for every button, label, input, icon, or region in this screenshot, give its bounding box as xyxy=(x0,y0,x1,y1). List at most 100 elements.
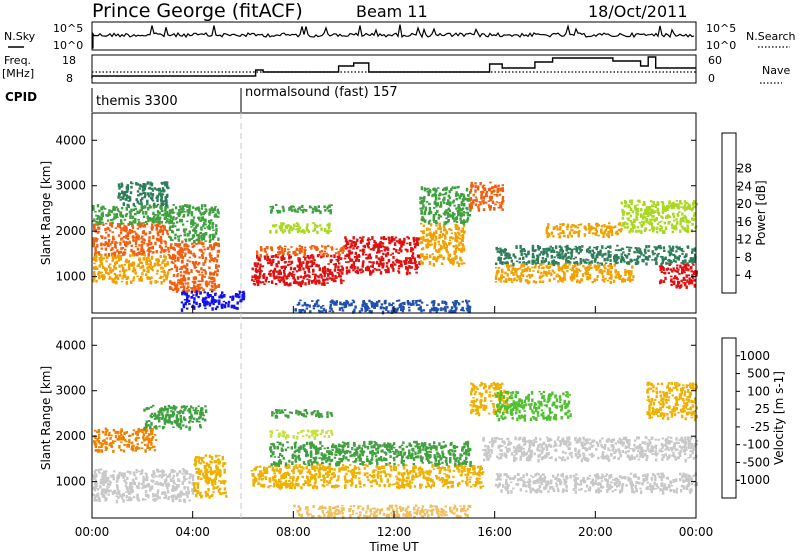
range-gate-cell xyxy=(155,237,159,240)
scatter-band xyxy=(255,244,346,258)
range-gate-cell xyxy=(637,229,641,233)
range-gate-cell xyxy=(682,206,685,210)
range-gate-cell xyxy=(125,486,129,490)
range-gate-cell xyxy=(401,306,404,309)
range-gate-cell xyxy=(153,262,157,267)
range-gate-cell xyxy=(239,291,242,295)
range-gate-cell xyxy=(212,273,216,276)
range-gate-cell xyxy=(202,218,205,221)
range-gate-cell xyxy=(452,201,455,204)
range-gate-cell xyxy=(434,257,437,259)
range-gate-cell xyxy=(104,431,108,435)
range-gate-cell xyxy=(438,248,441,251)
range-gate-cell xyxy=(277,276,281,279)
range-gate-cell xyxy=(211,237,215,241)
range-gate-cell xyxy=(380,303,384,306)
range-gate-cell xyxy=(184,238,188,243)
range-gate-cell xyxy=(563,273,566,278)
range-gate-cell xyxy=(609,270,613,274)
range-gate-cell xyxy=(125,440,128,443)
range-gate-cell xyxy=(329,306,332,308)
range-gate-cell xyxy=(424,239,427,242)
range-gate-cell xyxy=(368,239,372,241)
range-gate-cell xyxy=(292,206,296,208)
range-gate-cell xyxy=(186,307,189,310)
range-gate-cell xyxy=(361,237,364,242)
range-gate-cell xyxy=(161,426,165,430)
range-gate-cell xyxy=(279,271,283,275)
range-gate-cell xyxy=(344,236,347,240)
range-gate-cell xyxy=(168,472,172,477)
range-gate-cell xyxy=(372,261,375,265)
range-gate-cell xyxy=(600,228,603,232)
range-gate-cell xyxy=(587,259,590,261)
range-gate-cell xyxy=(97,251,100,254)
range-gate-cell xyxy=(140,208,143,211)
range-gate-cell xyxy=(661,210,665,214)
range-gate-cell xyxy=(378,250,381,254)
range-gate-cell xyxy=(283,248,287,252)
range-gate-cell xyxy=(143,186,146,191)
range-gate-cell xyxy=(543,260,546,263)
range-gate-cell xyxy=(558,245,561,248)
range-gate-cell xyxy=(167,475,170,478)
range-gate-cell xyxy=(133,481,136,486)
range-gate-cell xyxy=(109,243,112,246)
range-gate-cell xyxy=(133,250,136,255)
range-gate-cell xyxy=(172,474,175,478)
range-gate-cell xyxy=(143,408,146,412)
range-gate-cell xyxy=(662,272,666,274)
range-gate-cell xyxy=(411,252,415,255)
range-gate-cell xyxy=(656,207,659,211)
range-gate-cell xyxy=(367,241,371,245)
range-gate-cell xyxy=(139,252,142,255)
range-gate-cell xyxy=(563,278,567,281)
range-gate-cell xyxy=(131,445,134,449)
range-gate-cell xyxy=(607,250,610,254)
range-gate-cell xyxy=(194,230,198,233)
range-gate-cell xyxy=(314,273,317,276)
range-gate-cell xyxy=(330,204,333,206)
range-gate-cell xyxy=(628,246,631,249)
range-gate-cell xyxy=(282,222,286,225)
range-gate-cell xyxy=(322,267,325,270)
range-gate-cell xyxy=(187,277,190,281)
range-gate-cell xyxy=(438,235,441,238)
range-gate-cell xyxy=(222,300,226,303)
range-gate-cell xyxy=(504,262,507,265)
range-gate-cell xyxy=(531,246,535,249)
range-gate-cell xyxy=(199,424,202,428)
range-gate-cell xyxy=(420,309,423,313)
range-gate-cell xyxy=(132,279,135,282)
range-gate-cell xyxy=(572,258,576,260)
range-gate-cell xyxy=(525,262,528,266)
range-gate-cell xyxy=(154,213,157,217)
range-gate-cell xyxy=(693,205,696,209)
range-gate-cell xyxy=(674,227,678,230)
range-gate-cell xyxy=(511,267,514,271)
range-gate-cell xyxy=(196,410,200,412)
range-gate-cell xyxy=(297,227,300,230)
range-gate-cell xyxy=(94,249,97,254)
range-gate-cell xyxy=(603,232,606,235)
range-gate-cell xyxy=(432,217,435,222)
range-gate-cell xyxy=(575,273,579,278)
range-gate-cell xyxy=(108,229,112,232)
range-gate-cell xyxy=(170,267,173,271)
range-gate-cell xyxy=(448,209,452,213)
range-gate-cell xyxy=(140,222,143,226)
range-gate-cell xyxy=(270,269,273,272)
range-gate-cell xyxy=(316,248,319,251)
range-gate-cell xyxy=(652,215,655,218)
range-gate-cell xyxy=(106,429,109,432)
range-gate-cell xyxy=(264,255,267,260)
range-gate-cell xyxy=(134,476,138,480)
range-gate-cell xyxy=(397,271,401,274)
range-gate-cell xyxy=(93,226,96,230)
range-gate-cell xyxy=(304,249,307,251)
range-gate-cell xyxy=(676,205,679,209)
range-gate-cell xyxy=(101,430,104,433)
range-gate-cell xyxy=(107,486,110,488)
range-gate-cell xyxy=(498,278,501,281)
range-gate-cell xyxy=(101,205,104,209)
